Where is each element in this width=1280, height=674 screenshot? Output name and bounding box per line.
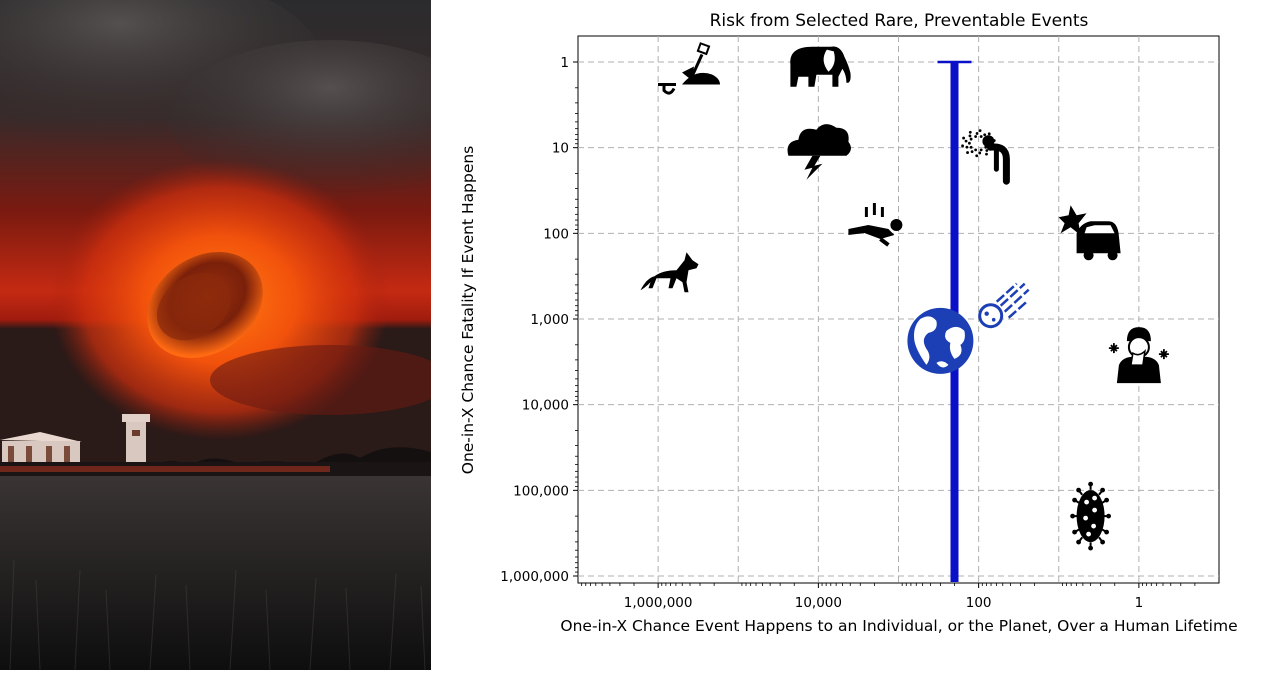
- meteor-photo: [0, 0, 490, 671]
- scatter-chart: Risk from Selected Rare, Preventable Eve…: [459, 11, 1238, 635]
- axis-ticks: 1 10 100 1,000 10,000 100,000 1,000,000 1,000,0…: [500, 55, 1196, 611]
- buried-by-dirt-icon: [658, 42, 720, 95]
- y-tick-label: 1,000: [530, 312, 569, 328]
- car-crash-icon: [1058, 205, 1121, 261]
- fall-icon: [848, 203, 903, 247]
- heat-exhaustion-icon: [961, 129, 1010, 185]
- x-tick-label: 1: [1135, 595, 1144, 611]
- y-tick-label: 1: [560, 55, 569, 71]
- wolf-icon: [640, 252, 699, 293]
- y-tick-label: 10: [552, 141, 569, 157]
- lightning-storm-icon: [787, 124, 851, 180]
- x-tick-label: 1,000,000: [624, 595, 693, 611]
- x-tick-label: 100: [966, 595, 992, 611]
- grid: [578, 36, 1219, 583]
- tower-silhouette: [122, 414, 150, 466]
- house-silhouette: [0, 432, 82, 465]
- icon-layer: [640, 42, 1169, 551]
- chart-title: Risk from Selected Rare, Preventable Eve…: [710, 11, 1089, 31]
- y-axis-label: One-in-X Chance Fatality If Event Happen…: [459, 146, 477, 475]
- y-tick-label: 100,000: [513, 483, 569, 499]
- y-tick-label: 1,000,000: [500, 569, 569, 585]
- y-tick-label: 10,000: [522, 398, 569, 414]
- x-tick-label: 10,000: [795, 595, 842, 611]
- x-axis-label: One-in-X Chance Event Happens to an Indi…: [560, 617, 1237, 635]
- elephant-icon: [790, 46, 851, 87]
- meteor-photo-svg: [0, 0, 490, 671]
- y-tick-label: 100: [543, 226, 569, 242]
- chart-panel: Risk from Selected Rare, Preventable Eve…: [431, 0, 1280, 670]
- earth-icon: [907, 307, 974, 374]
- asteroid-icon: [978, 282, 1030, 329]
- virus-icon: [1070, 481, 1111, 551]
- sick-person-icon: [1108, 327, 1169, 384]
